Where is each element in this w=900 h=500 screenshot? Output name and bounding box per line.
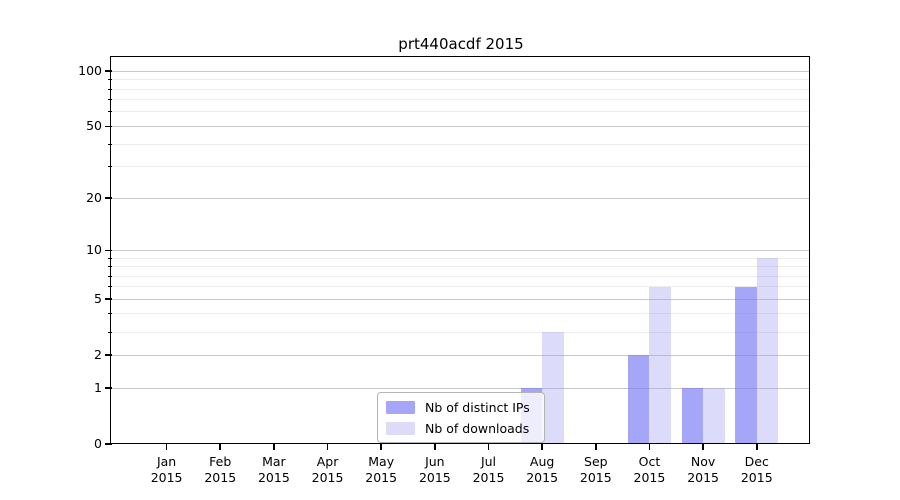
y-minor-tick-mark bbox=[108, 286, 112, 288]
y-minor-tick-mark bbox=[108, 88, 112, 90]
y-tick-label: 2 bbox=[94, 347, 102, 363]
y-tick-mark bbox=[105, 197, 112, 199]
bar-distinct-ips bbox=[735, 286, 757, 444]
y-tick-label: 0 bbox=[94, 436, 102, 451]
x-tick-label: Nov 2015 bbox=[687, 454, 719, 485]
y-gridline-minor bbox=[112, 331, 810, 333]
y-gridline-minor bbox=[112, 143, 810, 145]
x-tick-mark bbox=[219, 444, 222, 450]
y-gridline-minor bbox=[112, 99, 810, 101]
y-tick-label: 1 bbox=[94, 380, 102, 395]
y-gridline-minor bbox=[112, 313, 810, 315]
y-gridline-major bbox=[112, 354, 810, 356]
y-minor-tick-mark bbox=[108, 266, 112, 267]
bar-distinct-ips bbox=[627, 355, 650, 444]
x-tick-mark bbox=[595, 444, 597, 450]
y-minor-tick-mark bbox=[108, 99, 112, 101]
y-minor-tick-mark bbox=[108, 331, 112, 333]
legend-swatch-downloads bbox=[386, 421, 415, 435]
x-tick-label: Jul 2015 bbox=[472, 454, 505, 485]
y-gridline-minor bbox=[112, 79, 810, 81]
x-tick-label: Sep 2015 bbox=[579, 454, 612, 485]
legend: Nb of distinct IPs Nb of downloads bbox=[377, 392, 545, 443]
bar-downloads bbox=[649, 286, 671, 444]
y-gridline-major bbox=[112, 197, 810, 199]
x-tick-mark bbox=[326, 444, 329, 450]
y-tick-mark bbox=[105, 125, 112, 128]
legend-swatch-ips bbox=[386, 400, 415, 414]
x-tick-mark bbox=[702, 444, 704, 450]
x-tick-mark bbox=[434, 444, 436, 450]
y-tick-label: 5 bbox=[94, 291, 102, 307]
x-tick-label: Apr 2015 bbox=[311, 454, 344, 485]
y-tick-label: 50 bbox=[86, 118, 102, 134]
y-tick-mark bbox=[105, 387, 112, 389]
x-tick-mark bbox=[755, 444, 758, 450]
y-minor-tick-mark bbox=[108, 143, 112, 145]
x-tick-label: Feb 2015 bbox=[204, 454, 237, 485]
y-minor-tick-mark bbox=[108, 257, 112, 259]
y-gridline-major bbox=[112, 249, 810, 251]
legend-label: Nb of downloads bbox=[425, 420, 530, 436]
y-gridline-minor bbox=[112, 286, 810, 288]
x-tick-label: Mar 2015 bbox=[257, 454, 290, 485]
x-tick-mark bbox=[380, 444, 382, 450]
y-minor-tick-mark bbox=[108, 111, 112, 113]
y-gridline-minor bbox=[112, 266, 810, 267]
y-gridline-major bbox=[112, 387, 810, 389]
x-tick-mark bbox=[165, 444, 168, 450]
legend-row: Nb of downloads bbox=[386, 420, 536, 436]
bar-downloads bbox=[703, 388, 725, 444]
x-tick-label: Jan 2015 bbox=[150, 454, 183, 485]
y-tick-label: 100 bbox=[78, 63, 102, 79]
x-tick-mark bbox=[487, 444, 490, 450]
y-gridline-minor bbox=[112, 111, 810, 113]
x-tick-label: Oct 2015 bbox=[633, 454, 666, 485]
chart-title: prt440acdf 2015 bbox=[398, 35, 524, 53]
y-tick-mark bbox=[105, 298, 112, 301]
y-tick-mark bbox=[105, 443, 112, 445]
y-tick-label: 20 bbox=[86, 190, 102, 206]
x-tick-mark bbox=[273, 444, 275, 450]
y-minor-tick-mark bbox=[108, 313, 112, 315]
y-tick-mark bbox=[105, 354, 112, 357]
x-tick-label: Aug 2015 bbox=[526, 454, 559, 485]
y-minor-tick-mark bbox=[108, 79, 112, 81]
y-tick-mark bbox=[105, 249, 112, 252]
y-gridline-major bbox=[112, 298, 810, 300]
x-tick-label: Dec 2015 bbox=[740, 454, 773, 485]
y-gridline-major bbox=[112, 70, 810, 72]
x-tick-mark bbox=[648, 444, 651, 450]
legend-row: Nb of distinct IPs bbox=[386, 399, 536, 415]
y-minor-tick-mark bbox=[108, 166, 112, 168]
bar-downloads bbox=[542, 332, 564, 444]
y-gridline-minor bbox=[112, 275, 810, 277]
x-tick-label: May 2015 bbox=[365, 454, 398, 485]
legend-label: Nb of distinct IPs bbox=[425, 399, 530, 415]
x-tick-mark bbox=[541, 444, 543, 450]
y-minor-tick-mark bbox=[108, 275, 112, 277]
y-tick-mark bbox=[105, 70, 112, 72]
y-gridline-major bbox=[112, 125, 810, 127]
bar-distinct-ips bbox=[681, 388, 704, 444]
x-tick-label: Jun 2015 bbox=[418, 454, 451, 485]
y-tick-label: 10 bbox=[86, 242, 102, 258]
y-gridline-minor bbox=[112, 166, 810, 168]
y-gridline-minor bbox=[112, 257, 810, 259]
bar-downloads bbox=[756, 258, 779, 444]
y-gridline-minor bbox=[112, 88, 810, 90]
